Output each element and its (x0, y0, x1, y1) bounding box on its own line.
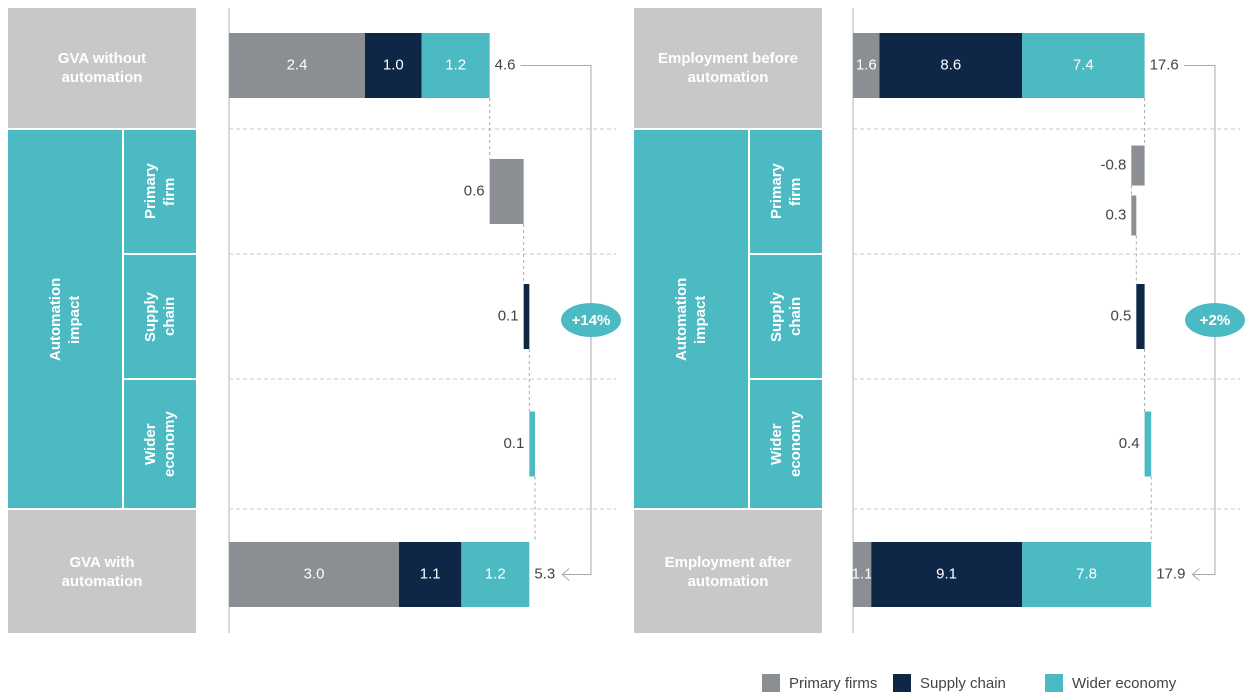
row-label: GVA without automation (8, 8, 196, 128)
group-label: Automation impact (634, 130, 748, 508)
change-badge (1185, 303, 1245, 337)
step-label-text: Primary firm (142, 163, 178, 220)
bar-label: 1.0 (383, 56, 404, 73)
change-label: +14% (572, 312, 611, 329)
group-label-text: Automation impact (47, 277, 83, 361)
total-label: 17.6 (1150, 56, 1179, 73)
row-label-text: Employment after automation (664, 553, 792, 590)
step-label-text: Primary firm (768, 163, 804, 220)
bar-label: 8.6 (940, 56, 961, 73)
bar-segment (461, 542, 530, 607)
step-label-text: Supply chain (142, 291, 178, 342)
bracket-arrow (561, 568, 570, 581)
total-label: 4.6 (495, 56, 516, 73)
step-label: Primary firm (750, 130, 822, 253)
bar-label: 1.2 (485, 565, 506, 582)
row-label: GVA with automation (8, 510, 196, 633)
bar-segment (229, 33, 365, 98)
step-label: 0.6 (464, 182, 485, 199)
bar-segment (229, 542, 399, 607)
row-label-text: GVA without automation (57, 50, 147, 86)
step-bar (1131, 195, 1137, 236)
bar-segment (1021, 542, 1152, 607)
bar-segment (879, 33, 1022, 98)
step-label: Wider economy (750, 380, 822, 508)
bar-segment (853, 33, 880, 98)
step-bar (489, 159, 524, 224)
legend-label: Wider economy (1072, 675, 1177, 692)
bar-label: 7.4 (1073, 56, 1094, 73)
step-label: 0.5 (1110, 307, 1131, 324)
legend-swatch (893, 674, 911, 692)
step-bar (1136, 284, 1145, 349)
legend-label: Supply chain (920, 675, 1006, 692)
step-bar (523, 284, 530, 349)
step-label-text: Wider economy (142, 411, 178, 477)
bar-segment (399, 542, 462, 607)
total-label: 5.3 (534, 565, 555, 582)
step-label: -0.8 (1100, 156, 1126, 173)
group-label-text: Automation impact (673, 277, 709, 361)
bar-segment (365, 33, 422, 98)
legend-label: Primary firms (789, 675, 877, 692)
bar-segment (871, 542, 1022, 607)
step-label: Wider economy (124, 380, 196, 508)
step-label: Primary firm (124, 130, 196, 253)
row-label-text: GVA with automation (61, 553, 143, 590)
change-label: +2% (1200, 312, 1230, 329)
bracket-arrow (1191, 568, 1200, 581)
bar-label: 3.0 (304, 565, 325, 582)
legend-swatch (762, 674, 780, 692)
step-label-text: Supply chain (768, 291, 804, 342)
bar-segment (421, 33, 490, 98)
step-bar (1131, 145, 1145, 186)
total-label: 17.9 (1156, 565, 1185, 582)
row-label: Employment before automation (634, 8, 822, 128)
step-label: 0.1 (503, 435, 524, 452)
step-label: Supply chain (750, 255, 822, 378)
bar-segment (1021, 33, 1145, 98)
step-bar (529, 411, 535, 477)
row-label-text: Employment before automation (657, 50, 799, 86)
row-label: Employment after automation (634, 510, 822, 633)
step-label: Supply chain (124, 255, 196, 378)
group-label: Automation impact (8, 130, 122, 508)
bar-label: 7.8 (1076, 565, 1097, 582)
change-badge (561, 303, 621, 337)
step-label: 0.1 (498, 307, 519, 324)
bar-label: 1.6 (856, 56, 877, 73)
bar-label: 1.1 (420, 565, 441, 582)
step-label: 0.3 (1105, 206, 1126, 223)
step-label: 0.4 (1119, 435, 1140, 452)
legend-swatch (1045, 674, 1063, 692)
step-label-text: Wider economy (768, 411, 804, 477)
bar-label: 1.2 (445, 56, 466, 73)
bar-label: 1.1 (852, 565, 873, 582)
bar-label: 2.4 (287, 56, 308, 73)
step-bar (1144, 411, 1152, 477)
bar-label: 9.1 (936, 565, 957, 582)
bar-segment (853, 542, 872, 607)
